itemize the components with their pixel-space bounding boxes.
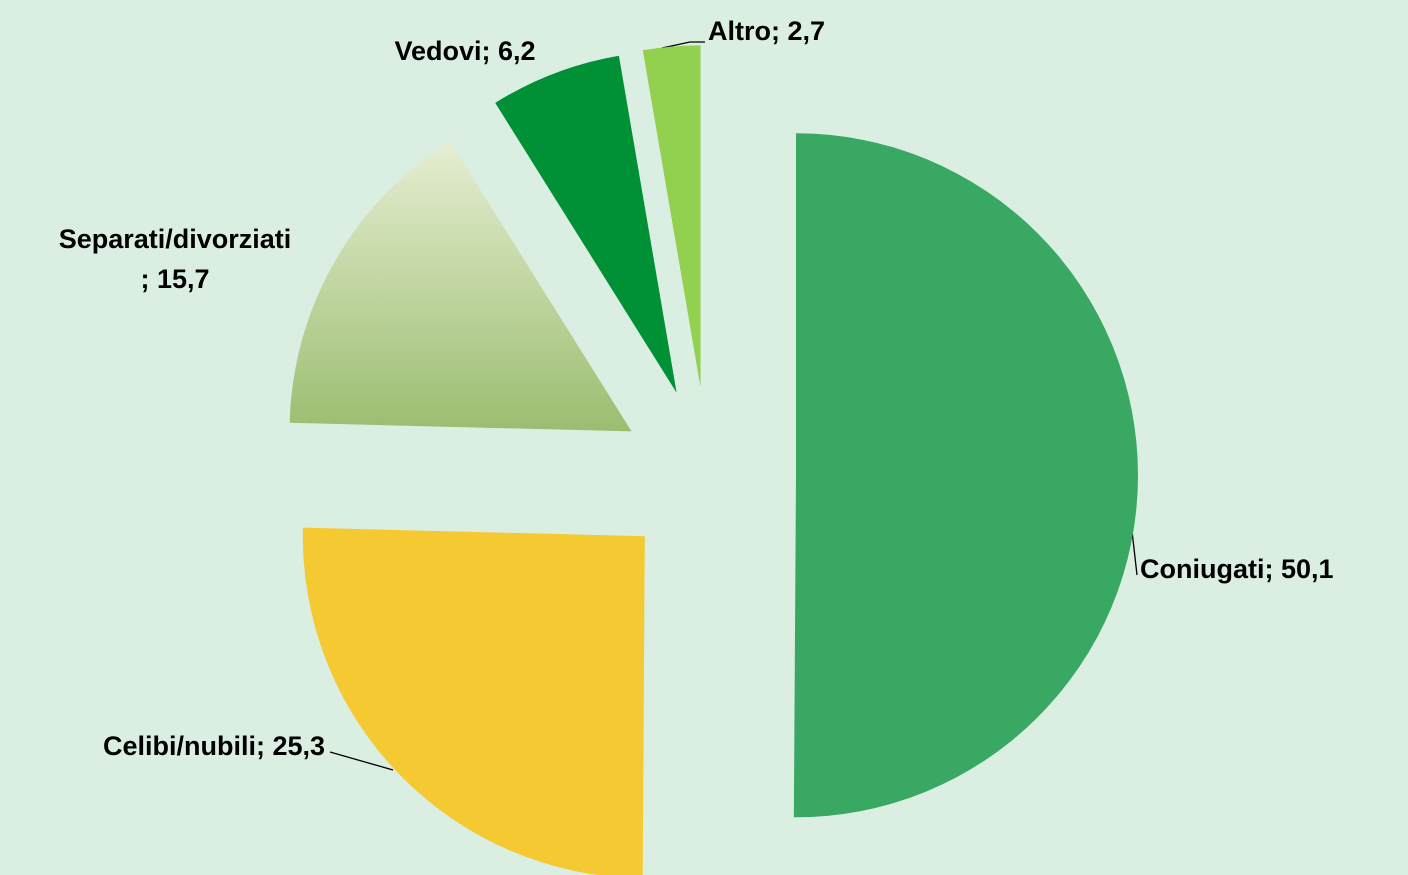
data-label: Coniugati; 50,1 (1140, 554, 1334, 584)
pie-slice (793, 133, 1139, 818)
data-label: Altro; 2,7 (708, 16, 825, 46)
pie-slice (495, 55, 677, 393)
data-label: Vedovi; 6,2 (394, 36, 535, 66)
label-line: Vedovi; 6,2 (394, 36, 535, 66)
pie-slice (642, 45, 701, 388)
label-line: Celibi/nubili; 25,3 (103, 731, 325, 761)
label-line: Separati/divorziati (59, 224, 292, 254)
data-label: Celibi/nubili; 25,3 (103, 731, 325, 761)
pie-slice (289, 141, 632, 432)
label-line: Coniugati; 50,1 (1140, 554, 1334, 584)
leader-line (661, 41, 705, 49)
pie-slice (302, 527, 645, 875)
label-line: ; 15,7 (140, 264, 209, 294)
data-label: Separati/divorziati ; 15,7 (59, 224, 292, 294)
label-line: Altro; 2,7 (708, 16, 825, 46)
leader-line (329, 751, 394, 771)
